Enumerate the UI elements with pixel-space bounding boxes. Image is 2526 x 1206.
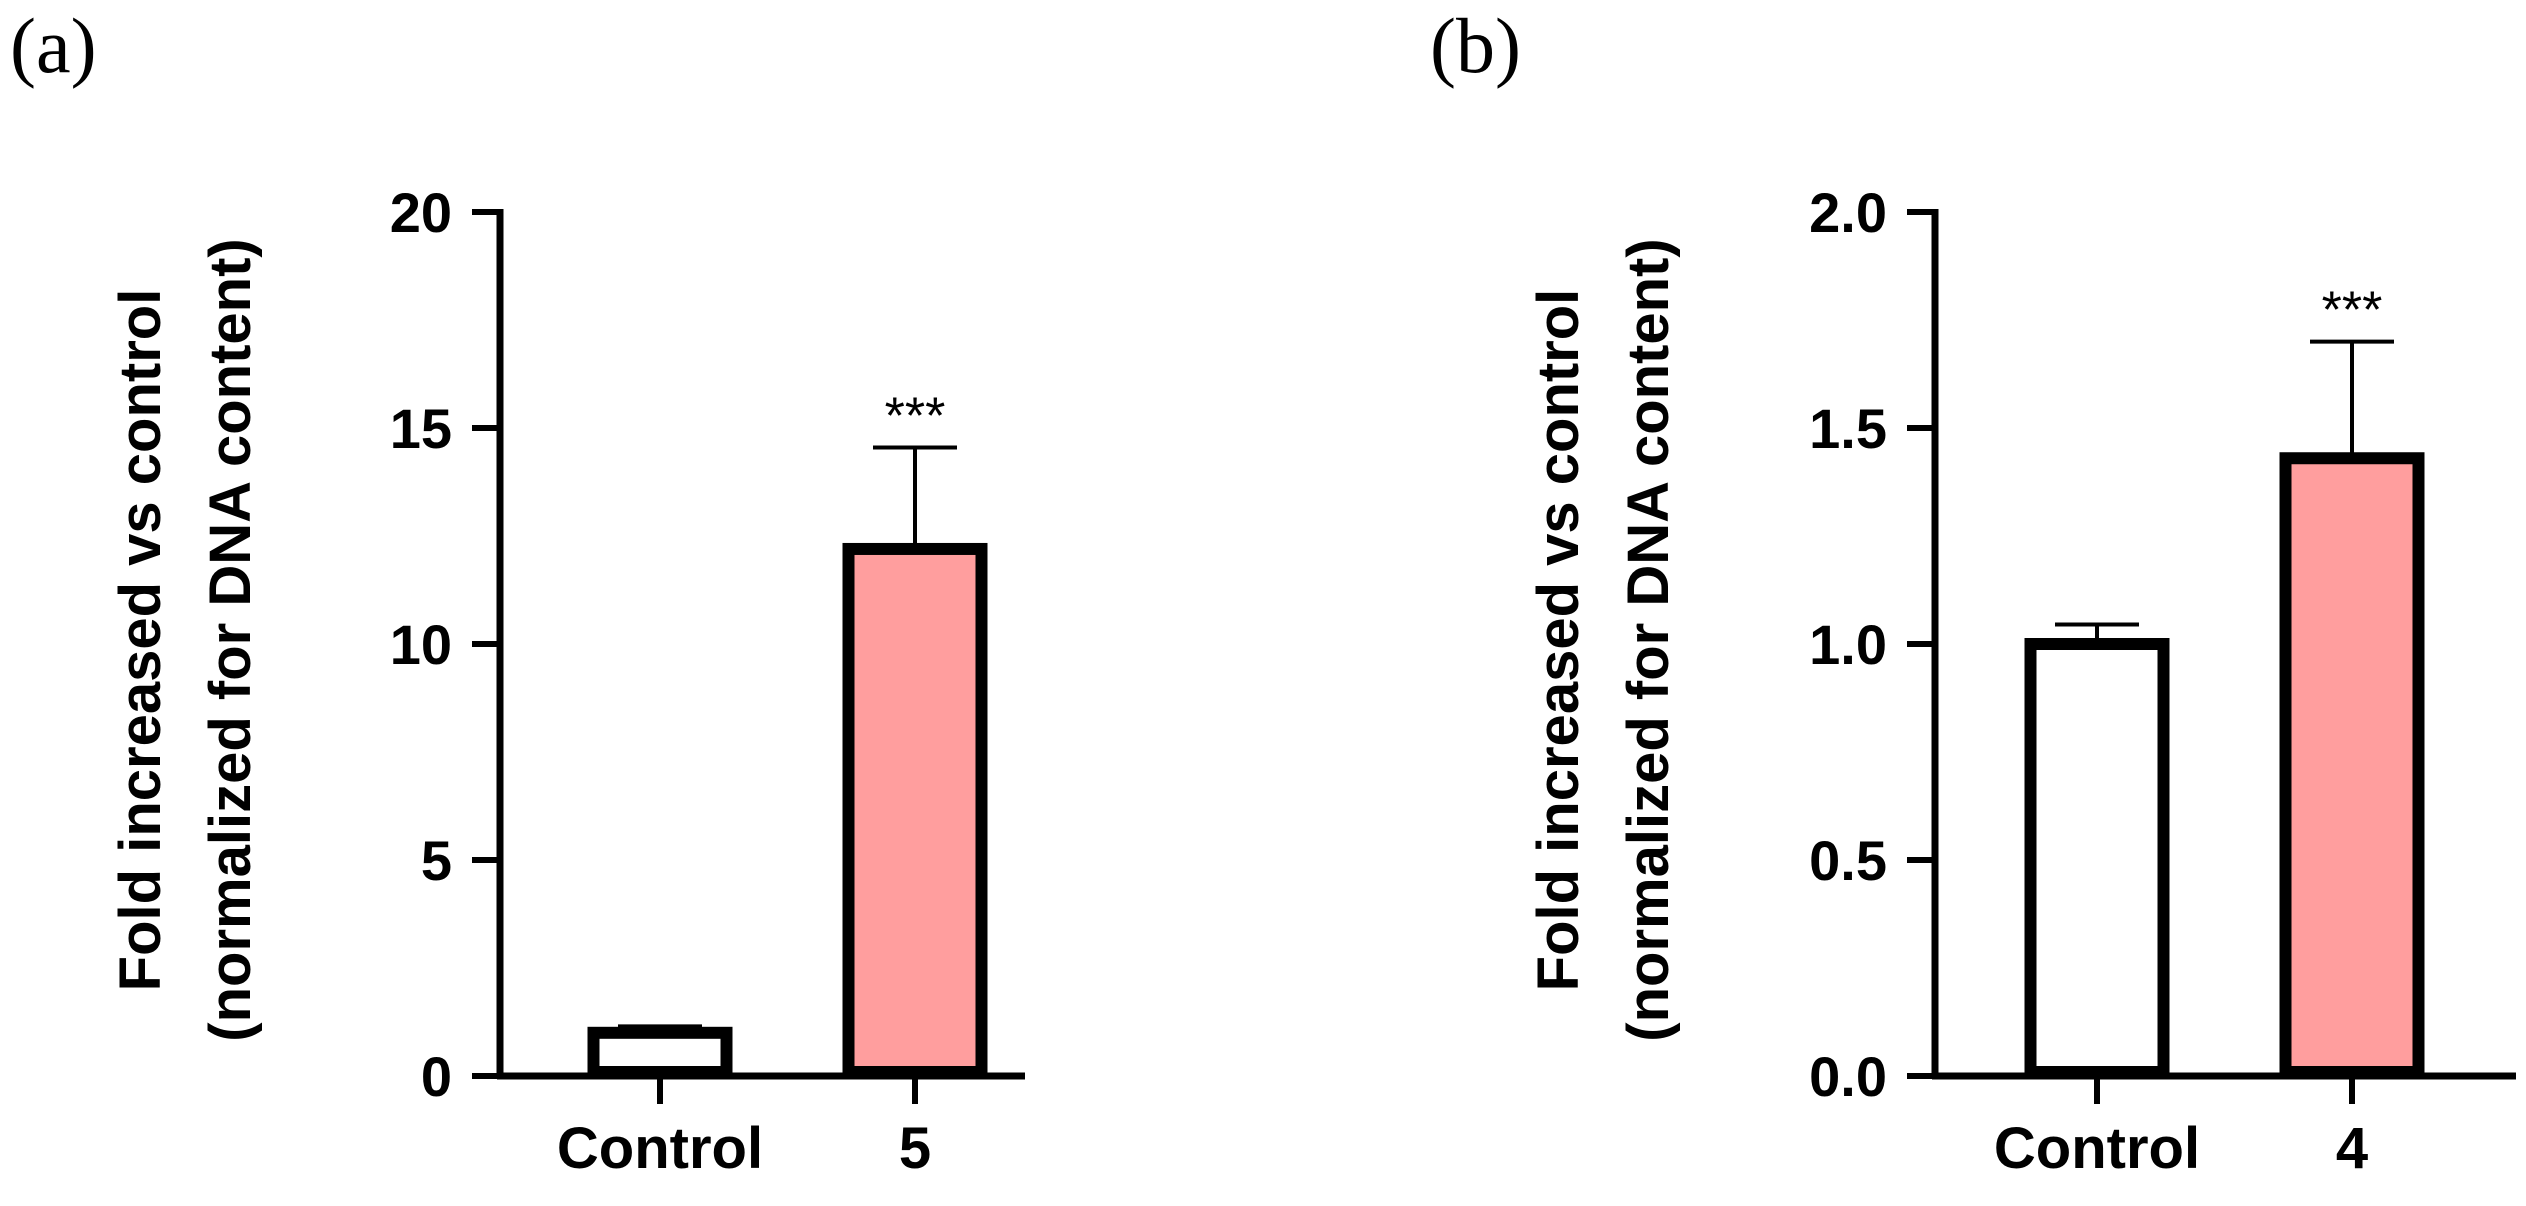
panel-b-y-tick-label: 1.5	[1809, 397, 1887, 460]
panel-a-category-label-0: Control	[557, 1116, 763, 1181]
panel-a-y-axis-title-line1: Fold increased vs control	[108, 289, 173, 992]
panel-a-category-label-1: 5	[899, 1116, 931, 1181]
panel-a-y-tick-label: 5	[421, 829, 452, 892]
panel-b-bar-0	[2024, 638, 2170, 1078]
panel-b-category-label-1: 4	[2336, 1116, 2368, 1181]
panel-a-y-axis-title-line2: (normalized for DNA content)	[198, 238, 263, 1041]
panel-b-y-tick-label: 0.5	[1809, 829, 1887, 892]
panel-b-category-label-0: Control	[1994, 1116, 2200, 1181]
panel-a-bar-1	[842, 542, 988, 1078]
panel-b-y-axis-title-line1: Fold increased vs control	[1526, 289, 1591, 992]
panel-b-y-axis-title-line2: (normalized for DNA content)	[1616, 238, 1681, 1041]
panel-a-label: (a)	[10, 2, 97, 89]
panel-b-bar-chart: (b) Fold increased vs control (normalized …	[1430, 2, 2516, 1181]
panel-a-bar-0	[587, 1026, 733, 1079]
panel-b-y-tick-label: 0.0	[1809, 1045, 1887, 1108]
panel-b-bar-1	[2279, 452, 2425, 1078]
panel-a-y-tick-label: 15	[390, 397, 452, 460]
panel-b-significance-label-1: ***	[2322, 282, 2383, 340]
panel-b-label: (b)	[1430, 2, 1521, 89]
panel-a-y-tick-label: 0	[421, 1045, 452, 1108]
panel-a-y-tick-label: 10	[390, 613, 452, 676]
panel-b-y-tick-label: 2.0	[1809, 181, 1887, 244]
panel-b-y-tick-label: 1.0	[1809, 613, 1887, 676]
panel-a-significance-label-1: ***	[885, 387, 946, 445]
panel-a-y-tick-label: 20	[390, 181, 452, 244]
panel-a-bar-chart: (a) Fold increased vs control (normalized …	[10, 2, 1025, 1181]
